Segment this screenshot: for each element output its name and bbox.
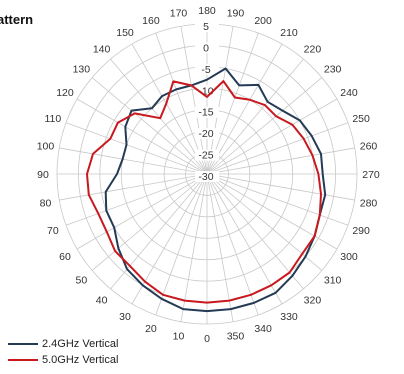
angle-tick-label: 110 [45,113,62,125]
grid-spoke [206,173,349,226]
angle-tick-label: 130 [73,64,91,76]
angle-tick-label: 350 [227,331,245,343]
radial-labels: 50-5-10-15-20-25-30 [195,21,219,183]
angle-labels: 0102030405060708090100110120130140150160… [37,5,380,345]
angle-tick-label: 10 [173,331,185,343]
angle-tick-label: 230 [324,64,342,76]
angle-tick-label: 80 [40,197,52,209]
grid-spoke [76,98,208,175]
angle-tick-label: 120 [56,87,74,99]
grid-spoke [110,58,208,175]
grid-spoke [59,173,208,201]
chart-title: attern [0,12,34,27]
angle-tick-label: 200 [254,15,272,27]
angle-tick-label: 310 [324,274,342,286]
grid-spoke [91,173,208,271]
grid-spoke [206,173,304,290]
angle-tick-label: 90 [37,169,49,181]
radial-label-bg [195,149,219,161]
angle-tick-label: 20 [145,323,157,335]
radial-label-bg [195,171,219,182]
angle-tick-label: 100 [37,141,55,153]
grid-spoke [206,26,234,175]
angle-tick-label: 220 [304,43,322,55]
angle-tick-label: 240 [340,87,358,99]
grid-spoke [155,173,208,316]
radial-label-bg [195,85,219,97]
grid-spoke [65,122,208,175]
angle-tick-label: 140 [93,43,111,55]
grid-spoke [180,173,208,322]
grid-spoke [65,173,208,226]
angle-tick-label: 260 [360,141,378,153]
angle-tick-label: 30 [119,311,131,323]
angle-tick-label: 170 [170,7,188,19]
radial-tick-label: -5 [201,64,210,76]
angle-tick-label: 50 [76,274,88,286]
angle-tick-label: 60 [59,251,71,263]
grid-spoke [206,43,283,175]
grid-spoke [206,77,323,175]
grid-spoke [206,122,349,175]
legend-label-5-0ghz: 5.0GHz Vertical [42,354,119,366]
grid-spoke [206,173,355,201]
angle-tick-label: 280 [360,197,378,209]
radial-label-bg [195,42,219,54]
radial-tick-label: -25 [198,150,213,162]
radial-tick-label: 0 [203,42,209,54]
legend-swatch-2-4ghz [8,343,38,345]
grid-spoke [131,43,208,175]
angle-tick-label: 160 [142,15,160,27]
grid-spoke [206,173,234,322]
grid-spoke [76,173,208,250]
radial-label-bg [195,128,219,140]
legend: 2.4GHz Vertical 5.0GHz Vertical [8,336,118,368]
legend-item-2-4ghz: 2.4GHz Vertical [8,336,118,352]
radial-tick-label: -20 [198,128,213,140]
grid-spoke [91,77,208,175]
grid-spoke [59,147,208,175]
series-line-5-0ghz [86,80,322,304]
angle-tick-label: 70 [47,225,59,237]
legend-label-2-4ghz: 2.4GHz Vertical [42,338,119,350]
radial-tick-label: 5 [203,21,209,33]
angle-tick-label: 180 [198,5,216,17]
grid-spoke [206,98,338,175]
angle-tick-label: 250 [352,113,370,125]
angle-tick-label: 210 [280,27,298,39]
angle-tick-label: 290 [352,225,370,237]
angle-tick-label: 330 [280,311,298,323]
angle-tick-label: 320 [304,295,322,307]
grid-spoke [206,173,259,316]
angle-tick-label: 300 [340,251,358,263]
grid-spoke [206,173,283,305]
grid-spoke [206,147,355,175]
radial-tick-label: -15 [198,107,213,119]
radial-tick-label: -30 [198,171,213,183]
grid-spoke [180,26,208,175]
radial-label-bg [195,63,219,75]
angle-tick-label: 340 [254,323,272,335]
legend-swatch-5-0ghz [8,359,38,361]
series-layer [86,67,327,313]
angle-tick-label: 270 [362,169,380,181]
legend-item-5-0ghz: 5.0GHz Vertical [8,352,118,368]
angle-tick-label: 190 [227,7,245,19]
angle-tick-label: 0 [204,333,210,345]
grid-spoke [206,58,304,175]
radial-label-bg [195,21,219,32]
radial-label-bg [195,106,219,118]
angle-tick-label: 40 [96,295,108,307]
angle-tick-label: 150 [116,27,134,39]
